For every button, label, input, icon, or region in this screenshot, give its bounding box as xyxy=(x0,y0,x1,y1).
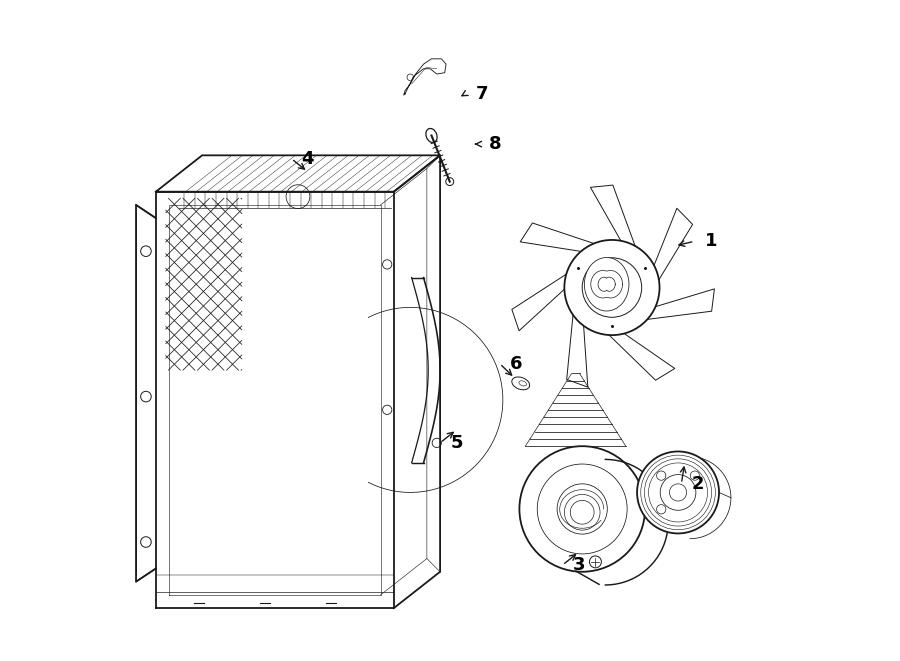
Circle shape xyxy=(564,240,660,335)
Polygon shape xyxy=(609,334,675,380)
Text: 8: 8 xyxy=(489,135,501,153)
Circle shape xyxy=(637,451,719,533)
Text: 1: 1 xyxy=(705,232,717,251)
Polygon shape xyxy=(590,185,635,246)
Circle shape xyxy=(286,184,310,209)
Text: 5: 5 xyxy=(450,434,463,452)
Circle shape xyxy=(446,178,454,186)
Polygon shape xyxy=(512,274,566,330)
Text: 3: 3 xyxy=(572,556,585,574)
Ellipse shape xyxy=(426,128,437,143)
Polygon shape xyxy=(567,315,588,387)
Circle shape xyxy=(661,475,696,510)
Polygon shape xyxy=(404,59,446,95)
Ellipse shape xyxy=(512,377,530,390)
Ellipse shape xyxy=(584,257,629,311)
Polygon shape xyxy=(647,289,715,319)
Polygon shape xyxy=(654,208,693,280)
Text: 7: 7 xyxy=(475,85,488,103)
Circle shape xyxy=(557,484,608,534)
Text: 2: 2 xyxy=(691,475,704,493)
Text: 6: 6 xyxy=(509,354,522,373)
Text: 4: 4 xyxy=(302,149,314,168)
Circle shape xyxy=(519,446,645,572)
Polygon shape xyxy=(520,223,594,251)
